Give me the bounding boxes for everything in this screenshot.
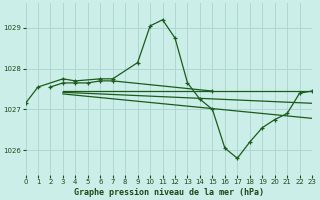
X-axis label: Graphe pression niveau de la mer (hPa): Graphe pression niveau de la mer (hPa) <box>74 188 264 197</box>
